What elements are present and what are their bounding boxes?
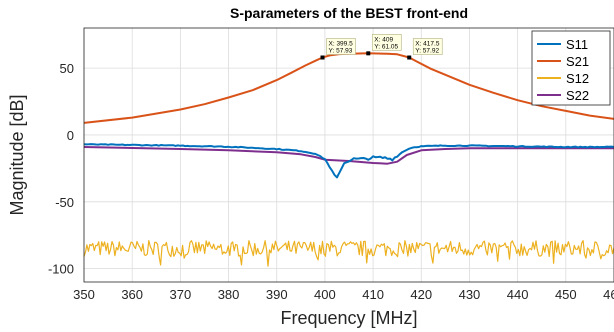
data-tip-y: Y: 61.05 <box>374 43 398 50</box>
data-tip-box <box>371 34 402 51</box>
data-tip-x: X: 409 <box>374 36 393 43</box>
x-tick-label: 350 <box>73 287 95 302</box>
y-tick-labels: -100 -50 0 50 <box>48 61 74 277</box>
data-tip-y: Y: 57.92 <box>415 48 439 55</box>
legend-label-s21: S21 <box>566 54 589 69</box>
x-tick-label: 370 <box>170 287 192 302</box>
legend-label-s11: S11 <box>566 37 588 52</box>
y-tick-label: -50 <box>55 195 74 210</box>
x-tick-label: 390 <box>266 287 288 302</box>
x-tick-label: 420 <box>410 287 432 302</box>
legend: S11 S21 S12 S22 <box>531 30 611 106</box>
series-line-s11 <box>83 143 614 179</box>
x-tick-label: 410 <box>362 287 384 302</box>
legend-label-s22: S22 <box>566 88 589 103</box>
chart-title: S-parameters of the BEST front-end <box>230 5 468 21</box>
data-tip-y: Y: 57.93 <box>329 48 353 55</box>
x-tick-label: 430 <box>459 287 481 302</box>
y-axis-label: Magnitude [dB] <box>7 94 27 215</box>
plot-frame <box>83 27 614 283</box>
x-tick-label: 440 <box>507 287 529 302</box>
x-tick-label: 380 <box>218 287 240 302</box>
legend-label-s12: S12 <box>566 71 589 86</box>
data-tip-x: X: 399.5 <box>329 41 354 48</box>
data-tip-x: X: 417.5 <box>415 41 440 48</box>
y-tick-label: -100 <box>48 262 74 277</box>
x-tick-label: 360 <box>121 287 143 302</box>
series-line-s12 <box>83 240 614 267</box>
x-tick-labels: 350 360 370 380 390 400 410 420 430 440 450 460 <box>73 287 614 302</box>
x-tick-label: 450 <box>555 287 577 302</box>
y-tick-label: 50 <box>60 61 74 76</box>
series-line-s22 <box>83 146 614 165</box>
series-line-s21 <box>83 52 614 124</box>
x-tick-label: 460 <box>603 287 614 302</box>
data-tip-marker <box>320 55 325 60</box>
data-tip-box <box>326 38 356 55</box>
y-tick-label: 0 <box>67 128 74 143</box>
series-layer <box>83 52 614 267</box>
x-axis-label: Frequency [MHz] <box>280 308 417 328</box>
data-tip-marker <box>407 55 412 60</box>
x-tick-label: 400 <box>314 287 336 302</box>
data-tip-marker <box>366 51 371 56</box>
data-tip-box <box>412 38 443 55</box>
